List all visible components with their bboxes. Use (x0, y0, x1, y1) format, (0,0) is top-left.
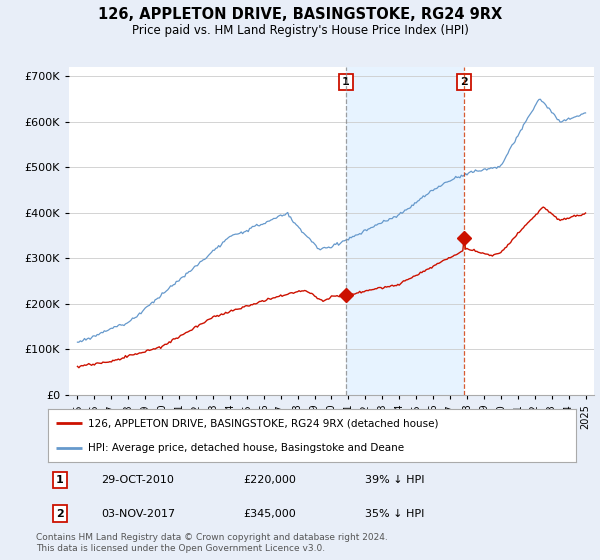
Text: 1: 1 (56, 475, 64, 486)
Text: 1: 1 (341, 77, 349, 87)
Text: Contains HM Land Registry data © Crown copyright and database right 2024.
This d: Contains HM Land Registry data © Crown c… (36, 533, 388, 553)
Text: 29-OCT-2010: 29-OCT-2010 (101, 475, 173, 486)
Text: 126, APPLETON DRIVE, BASINGSTOKE, RG24 9RX (detached house): 126, APPLETON DRIVE, BASINGSTOKE, RG24 9… (88, 418, 438, 428)
Text: HPI: Average price, detached house, Basingstoke and Deane: HPI: Average price, detached house, Basi… (88, 442, 404, 452)
Text: £345,000: £345,000 (244, 508, 296, 519)
Text: £220,000: £220,000 (244, 475, 296, 486)
Text: 35% ↓ HPI: 35% ↓ HPI (365, 508, 424, 519)
Text: 126, APPLETON DRIVE, BASINGSTOKE, RG24 9RX: 126, APPLETON DRIVE, BASINGSTOKE, RG24 9… (98, 7, 502, 22)
Bar (346, 67, 464, 395)
Text: 2: 2 (460, 77, 468, 87)
Text: 39% ↓ HPI: 39% ↓ HPI (365, 475, 424, 486)
Text: 03-NOV-2017: 03-NOV-2017 (101, 508, 175, 519)
Text: Price paid vs. HM Land Registry's House Price Index (HPI): Price paid vs. HM Land Registry's House … (131, 24, 469, 36)
Text: 2: 2 (56, 508, 64, 519)
